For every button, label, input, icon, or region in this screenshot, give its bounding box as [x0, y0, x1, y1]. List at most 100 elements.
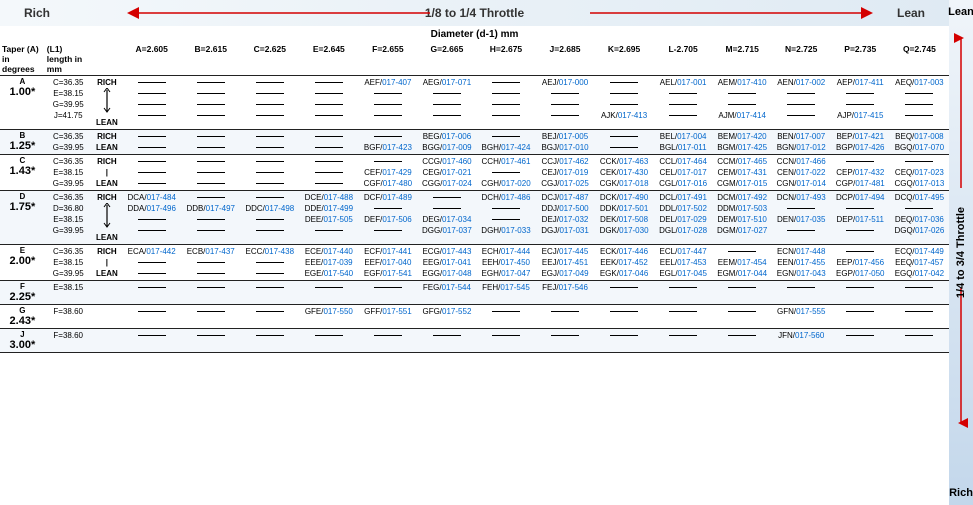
col-header: E=2.645: [299, 43, 358, 76]
data-cell: [181, 281, 240, 305]
data-cell: ECA/017-442: [122, 245, 181, 281]
col-header: P=2.735: [831, 43, 890, 76]
data-cell: ECC/017-438: [240, 245, 299, 281]
taper-cell: F2.25*: [0, 281, 45, 305]
top-rich-label: Rich: [24, 6, 50, 20]
rich-lean-cell: [92, 329, 123, 353]
data-cell: [890, 281, 949, 305]
data-cell: CCH/017-461CGH/017-020: [476, 155, 535, 191]
taper-cell: B1.25*: [0, 130, 45, 155]
col-header: M=2.715: [713, 43, 772, 76]
data-cell: AEG/017-071: [417, 76, 476, 130]
data-cell: [299, 281, 358, 305]
data-cell: GFN/017-555: [772, 305, 831, 329]
data-cell: CCL/017-464CEL/017-017CGL/017-016: [654, 155, 713, 191]
data-cell: JFN/017-560: [772, 329, 831, 353]
data-cell: [299, 76, 358, 130]
data-cell: [595, 130, 654, 155]
data-cell: DCM/017-492DDM/017-503DEM/017-510DGM/017…: [713, 191, 772, 245]
needle-chart-table: Taper (A) in degrees (L1) length in mm A…: [0, 43, 949, 353]
data-cell: [831, 305, 890, 329]
data-cell: [122, 76, 181, 130]
data-cell: BGF/017-423: [358, 130, 417, 155]
data-cell: [713, 281, 772, 305]
data-cell: DCE/017-488DDE/017-499DEE/017-505: [299, 191, 358, 245]
right-mid-label: 1/4 to 3/4 Throttle: [955, 207, 967, 298]
data-cell: DDB/017-497: [181, 191, 240, 245]
data-cell: DCK/017-490DDK/017-501DEK/017-508DGK/017…: [595, 191, 654, 245]
data-cell: CEQ/017-023CGQ/017-013: [890, 155, 949, 191]
col-header: C=2.625: [240, 43, 299, 76]
taper-cell: E2.00*: [0, 245, 45, 281]
data-cell: ECK/017-446EEK/017-452EGK/017-046: [595, 245, 654, 281]
data-cell: DEG/017-034DGG/017-037: [417, 191, 476, 245]
data-cell: ECJ/017-445EEJ/017-451EGJ/017-049: [536, 245, 595, 281]
top-double-arrow: [120, 4, 880, 22]
data-cell: [240, 76, 299, 130]
data-cell: ECG/017-443EEG/017-041EGG/017-048: [417, 245, 476, 281]
data-cell: BEN/017-007BGN/017-012: [772, 130, 831, 155]
data-cell: DCN/017-493DEN/017-035: [772, 191, 831, 245]
col-header: Q=2.745: [890, 43, 949, 76]
data-cell: [122, 305, 181, 329]
data-cell: AEL/017-001: [654, 76, 713, 130]
data-cell: GFF/017-551: [358, 305, 417, 329]
data-cell: GFG/017-552: [417, 305, 476, 329]
data-cell: [713, 305, 772, 329]
length-cell: F=38.60: [45, 329, 92, 353]
data-cell: GFE/017-550: [299, 305, 358, 329]
data-cell: [299, 130, 358, 155]
data-cell: ECB/017-437: [181, 245, 240, 281]
data-cell: [595, 281, 654, 305]
data-cell: CCJ/017-462CEJ/017-019CGJ/017-025: [536, 155, 595, 191]
top-gradient-bar: Rich 1/8 to 1/4 Throttle Lean: [0, 0, 949, 26]
taper-cell: J3.00*: [0, 329, 45, 353]
data-cell: [654, 281, 713, 305]
rich-lean-cell: RICHLEAN: [92, 130, 123, 155]
data-cell: FEG/017-544: [417, 281, 476, 305]
col-header: B=2.615: [181, 43, 240, 76]
taper-cell: A1.00*: [0, 76, 45, 130]
col-header: J=2.685: [536, 43, 595, 76]
data-cell: [890, 329, 949, 353]
data-cell: CEF/017-429CGF/017-480: [358, 155, 417, 191]
data-cell: AEP/017-411AJP/017-415: [831, 76, 890, 130]
data-cell: ECE/017-440EEE/017-039EGE/017-540: [299, 245, 358, 281]
diameter-header: Diameter (d-1) mm: [0, 26, 949, 43]
data-cell: BEM/017-420BGM/017-425: [713, 130, 772, 155]
data-cell: EEP/017-456EGP/017-050: [831, 245, 890, 281]
data-cell: AEF/017-407: [358, 76, 417, 130]
data-cell: BEL/017-004BGL/017-011: [654, 130, 713, 155]
data-cell: CCM/017-465CEM/017-431CGM/017-015: [713, 155, 772, 191]
data-cell: [654, 305, 713, 329]
data-cell: CCN/017-466CEN/017-022CGN/017-014: [772, 155, 831, 191]
col-header-length: (L1) length in mm: [45, 43, 92, 76]
data-cell: CCG/017-460CEG/017-021CGG/017-024: [417, 155, 476, 191]
data-cell: FEJ/017-546: [536, 281, 595, 305]
data-cell: [831, 281, 890, 305]
data-cell: DCQ/017-495DEQ/017-036DGQ/017-026: [890, 191, 949, 245]
data-cell: [181, 305, 240, 329]
data-cell: [831, 329, 890, 353]
col-header: A=2.605: [122, 43, 181, 76]
length-cell: F=38.60: [45, 305, 92, 329]
length-cell: C=36.35E=38.15G=39.95J=41.75: [45, 76, 92, 130]
data-cell: [358, 281, 417, 305]
data-cell: [536, 305, 595, 329]
data-cell: BEG/017-006BGG/017-009: [417, 130, 476, 155]
data-cell: [181, 329, 240, 353]
data-cell: AEQ/017-003: [890, 76, 949, 130]
col-header-taper: Taper (A) in degrees: [0, 43, 45, 76]
col-header: N=2.725: [772, 43, 831, 76]
data-cell: [181, 130, 240, 155]
data-cell: [240, 281, 299, 305]
data-cell: [122, 155, 181, 191]
right-lean-label: Lean: [948, 6, 973, 18]
data-cell: [240, 305, 299, 329]
data-cell: DCP/017-494DEP/017-511: [831, 191, 890, 245]
top-lean-label: Lean: [897, 6, 925, 20]
length-cell: C=36.35D=36.80E=38.15G=39.95: [45, 191, 92, 245]
data-cell: [122, 130, 181, 155]
data-cell: [890, 305, 949, 329]
rich-lean-cell: RICHLEAN: [92, 191, 123, 245]
